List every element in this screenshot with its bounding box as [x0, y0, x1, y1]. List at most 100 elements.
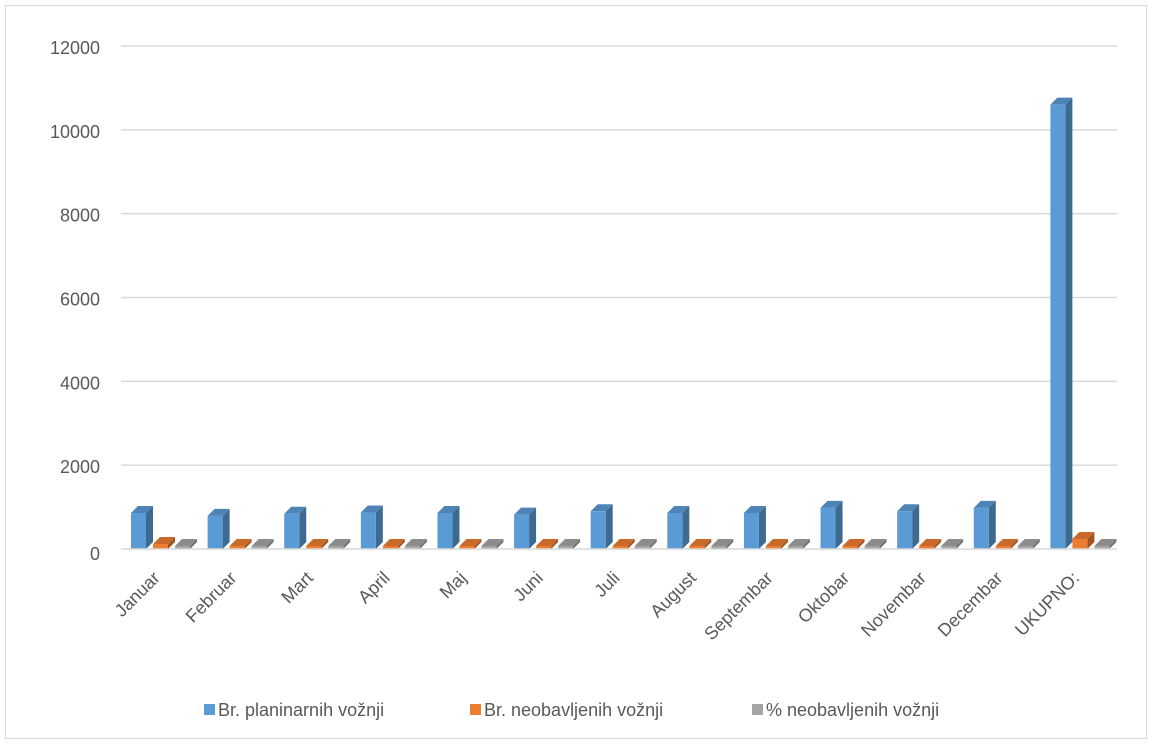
- bar-top: [558, 539, 581, 546]
- bar-front: [973, 507, 989, 549]
- x-tick-label: Novembar: [857, 568, 930, 641]
- bar-planned-12: [1050, 97, 1073, 549]
- y-tick-label: 6000: [60, 290, 100, 310]
- legend: Br. planinarnih vožnji Br. neobavljenih v…: [204, 700, 939, 720]
- bar-front: [634, 546, 650, 549]
- bar-planned-10: [897, 504, 920, 549]
- bar-front: [667, 512, 683, 549]
- legend-item: Br. planinarnih vožnji: [204, 700, 384, 720]
- bar-side: [912, 504, 920, 549]
- bar-missed-5: [536, 539, 559, 549]
- bar-side: [1032, 539, 1040, 549]
- bar-top: [973, 500, 996, 508]
- bar-planned-5: [514, 507, 537, 549]
- bar-side: [1087, 531, 1095, 549]
- bar-side: [988, 500, 996, 549]
- bar-front: [1017, 546, 1033, 549]
- bar-percent-1: [251, 539, 274, 549]
- bar-front: [1094, 546, 1110, 549]
- bar-side: [857, 539, 865, 549]
- bar-top: [897, 504, 920, 512]
- legend-swatch: [470, 704, 481, 715]
- x-tick-label: August: [646, 568, 700, 622]
- bar-side: [343, 539, 351, 549]
- bar-missed-11: [995, 539, 1018, 549]
- y-tick-label: 0: [90, 544, 100, 564]
- bar-side: [375, 505, 383, 549]
- bar-front: [175, 546, 190, 549]
- y-tick-label: 10000: [50, 122, 100, 142]
- bar-side: [452, 505, 460, 549]
- legend-label: Br. neobavljenih vožnji: [484, 700, 663, 720]
- legend-item: % neobavljenih vožnji: [752, 700, 939, 720]
- bar-percent-4: [481, 539, 504, 549]
- bar-front: [360, 512, 376, 549]
- bar-front: [1050, 104, 1066, 549]
- bar-side: [321, 539, 329, 549]
- bar-planned-8: [743, 505, 766, 549]
- bar-side: [682, 505, 690, 549]
- bar-front: [207, 515, 223, 549]
- chart-frame: [5, 5, 1147, 739]
- bar-front: [229, 546, 245, 549]
- bar-side: [879, 539, 887, 549]
- bar-front: [536, 546, 552, 549]
- bar-side: [835, 500, 843, 549]
- bar-top: [612, 539, 635, 546]
- bar-top: [328, 539, 351, 546]
- legend-item: Br. neobavljenih vožnji: [470, 700, 663, 720]
- bar-top: [1072, 531, 1095, 539]
- bar-top: [514, 507, 537, 515]
- bar-side: [222, 508, 230, 549]
- bar-side: [551, 539, 559, 549]
- bar-front: [328, 546, 344, 549]
- bar-side: [1010, 539, 1018, 549]
- bar-missed-7: [689, 539, 712, 549]
- bar-percent-11: [1017, 539, 1040, 549]
- bar-front: [612, 546, 628, 549]
- bar-front: [787, 546, 803, 549]
- bar-top: [207, 508, 230, 516]
- bar-front: [481, 546, 497, 549]
- bar-top: [284, 506, 307, 514]
- bar-front: [842, 546, 858, 549]
- x-tick-label: Mart: [277, 568, 317, 608]
- bar-front: [514, 514, 530, 549]
- x-tick-label: Juli: [590, 568, 623, 601]
- bar-side: [474, 539, 482, 549]
- bar-missed-9: [842, 539, 865, 549]
- x-axis-ticks: Januar Februar Mart April Maj Juni Juli August S…: [111, 568, 1083, 644]
- x-tick-label: Maj: [436, 568, 471, 603]
- bar-front: [743, 512, 759, 549]
- bar-side: [168, 536, 175, 549]
- bar-top: [382, 539, 405, 546]
- bar-side: [190, 539, 197, 549]
- bar-top: [711, 539, 734, 546]
- y-tick-label: 2000: [60, 457, 100, 477]
- bar-top: [842, 539, 865, 546]
- bar-front: [765, 546, 781, 549]
- bar-top: [175, 539, 197, 546]
- legend-swatch: [752, 704, 763, 715]
- bar-front: [382, 546, 398, 549]
- bar-top: [1094, 539, 1117, 546]
- bar-missed-0: [153, 536, 175, 549]
- bar-side: [1109, 539, 1117, 549]
- bar-side: [244, 539, 252, 549]
- bar-side: [529, 507, 537, 549]
- bar-front: [897, 511, 913, 549]
- bar-planned-6: [590, 504, 613, 549]
- bar-side: [299, 506, 307, 549]
- bar-planned-9: [820, 500, 843, 549]
- x-tick-label: Decembar: [934, 568, 1007, 641]
- bar-front: [590, 511, 606, 549]
- bar-side: [573, 539, 581, 549]
- bar-front: [558, 546, 574, 549]
- bar-planned-1: [207, 508, 230, 549]
- bar-top: [743, 505, 766, 513]
- bar-missed-8: [765, 539, 788, 549]
- bar-top: [536, 539, 559, 546]
- bar-top: [229, 539, 252, 546]
- bar-top: [765, 539, 788, 546]
